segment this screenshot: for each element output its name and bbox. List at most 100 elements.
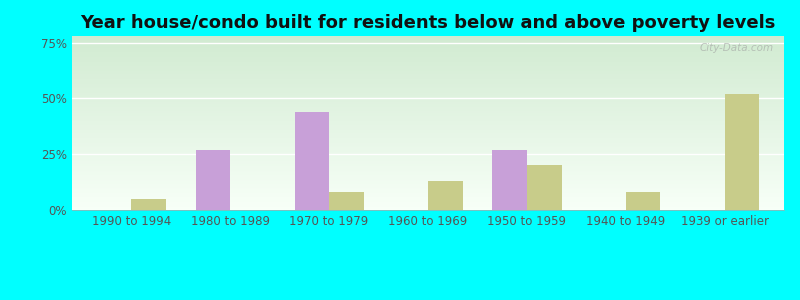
- Bar: [72, 42, 784, 43]
- Bar: [72, 171, 784, 172]
- Bar: [72, 188, 784, 189]
- Bar: [72, 91, 784, 92]
- Bar: [72, 48, 784, 49]
- Bar: [72, 73, 784, 74]
- Bar: [72, 160, 784, 161]
- Bar: [72, 85, 784, 86]
- Bar: [72, 198, 784, 200]
- Bar: [72, 152, 784, 153]
- Bar: [72, 208, 784, 209]
- Bar: [72, 110, 784, 111]
- Bar: [72, 43, 784, 44]
- Bar: [72, 142, 784, 143]
- Bar: [72, 189, 784, 190]
- Bar: [72, 169, 784, 171]
- Bar: [72, 44, 784, 45]
- Bar: [72, 86, 784, 87]
- Bar: [72, 122, 784, 123]
- Bar: [72, 175, 784, 176]
- Bar: [131, 199, 166, 210]
- Bar: [72, 129, 784, 130]
- Bar: [72, 135, 784, 136]
- Bar: [72, 118, 784, 119]
- Bar: [72, 37, 784, 38]
- Bar: [72, 84, 784, 85]
- Bar: [72, 100, 784, 101]
- Bar: [72, 165, 784, 166]
- Bar: [72, 89, 784, 91]
- Bar: [72, 57, 784, 58]
- Bar: [72, 137, 784, 138]
- Bar: [72, 184, 784, 186]
- Bar: [72, 60, 784, 62]
- Bar: [72, 186, 784, 187]
- Bar: [725, 94, 759, 210]
- Bar: [72, 68, 784, 70]
- Bar: [72, 144, 784, 145]
- Bar: [72, 106, 784, 107]
- Bar: [72, 123, 784, 124]
- Bar: [72, 121, 784, 122]
- Bar: [72, 180, 784, 181]
- Bar: [72, 55, 784, 56]
- Bar: [294, 112, 329, 210]
- Bar: [72, 114, 784, 115]
- Bar: [72, 88, 784, 89]
- Bar: [72, 40, 784, 42]
- Bar: [72, 209, 784, 210]
- Bar: [72, 52, 784, 53]
- Bar: [72, 203, 784, 204]
- Bar: [72, 46, 784, 48]
- Bar: [72, 204, 784, 206]
- Text: City-Data.com: City-Data.com: [699, 43, 774, 53]
- Bar: [72, 153, 784, 154]
- Bar: [72, 94, 784, 95]
- Bar: [72, 195, 784, 196]
- Bar: [72, 116, 784, 117]
- Bar: [72, 93, 784, 94]
- Bar: [72, 49, 784, 50]
- Bar: [72, 179, 784, 180]
- Bar: [72, 82, 784, 84]
- Bar: [72, 108, 784, 109]
- Bar: [72, 132, 784, 134]
- Bar: [72, 53, 784, 55]
- Bar: [72, 80, 784, 81]
- Bar: [72, 150, 784, 151]
- Bar: [72, 161, 784, 162]
- Bar: [72, 74, 784, 75]
- Bar: [72, 109, 784, 110]
- Bar: [72, 193, 784, 194]
- Bar: [72, 103, 784, 104]
- Bar: [72, 75, 784, 76]
- Bar: [72, 176, 784, 178]
- Bar: [72, 99, 784, 100]
- Bar: [72, 190, 784, 191]
- Bar: [72, 59, 784, 60]
- Bar: [72, 127, 784, 128]
- Bar: [72, 117, 784, 119]
- Bar: [72, 146, 784, 147]
- Bar: [72, 36, 784, 37]
- Bar: [72, 66, 784, 67]
- Bar: [72, 134, 784, 135]
- Bar: [196, 150, 230, 210]
- Bar: [72, 201, 784, 202]
- Bar: [72, 102, 784, 103]
- Bar: [72, 115, 784, 116]
- Bar: [329, 192, 364, 210]
- Bar: [72, 143, 784, 144]
- Bar: [72, 61, 784, 63]
- Bar: [72, 65, 784, 66]
- Bar: [72, 200, 784, 201]
- Bar: [72, 155, 784, 157]
- Bar: [72, 159, 784, 160]
- Bar: [72, 70, 784, 71]
- Bar: [72, 87, 784, 88]
- Bar: [527, 165, 562, 210]
- Bar: [72, 182, 784, 183]
- Bar: [72, 196, 784, 197]
- Bar: [72, 45, 784, 46]
- Bar: [72, 197, 784, 198]
- Bar: [72, 145, 784, 146]
